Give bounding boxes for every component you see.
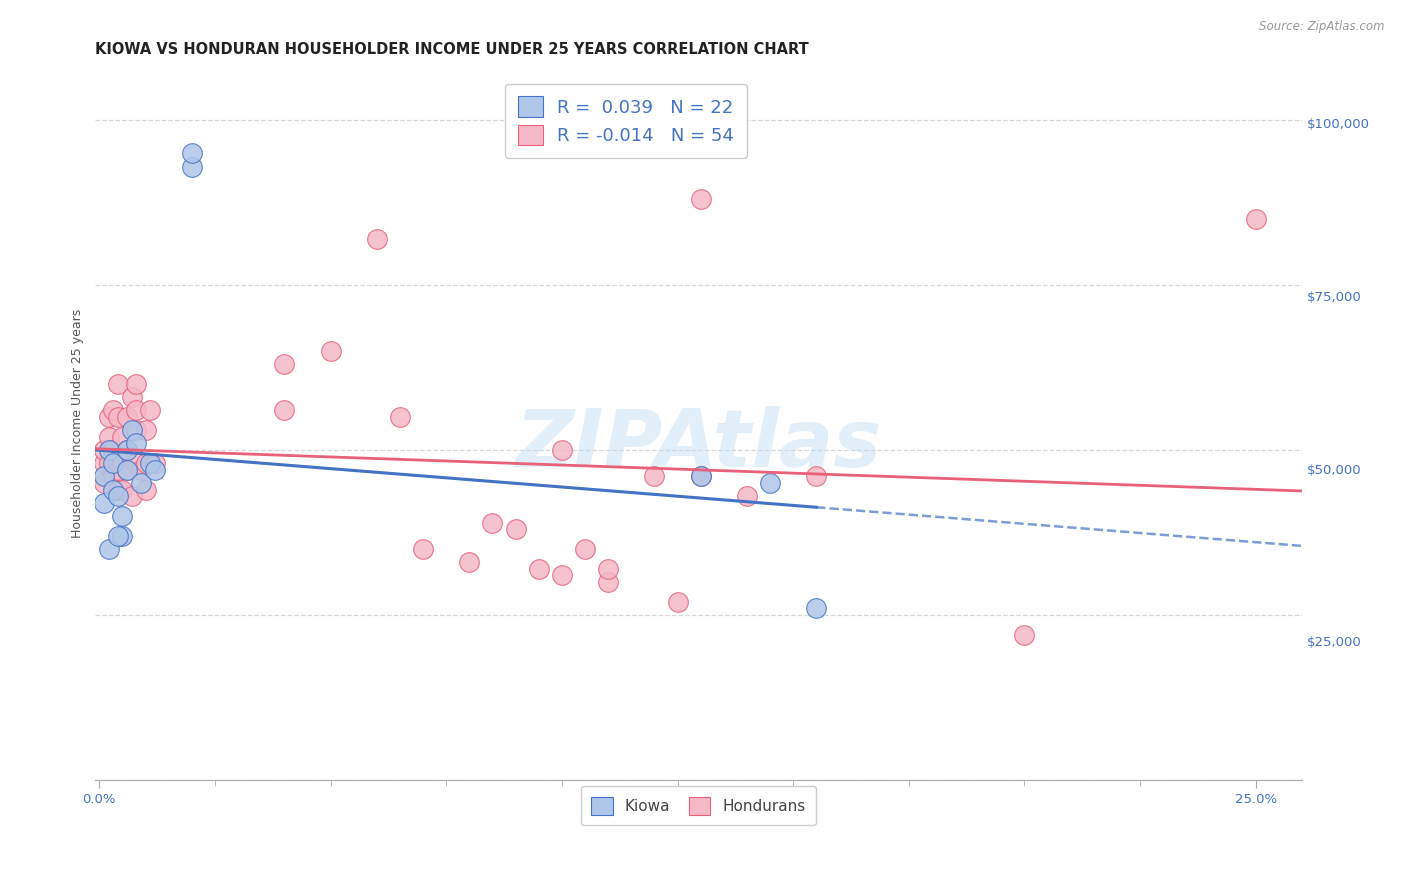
Point — [273, 403, 295, 417]
Point — [97, 442, 120, 457]
Point — [107, 410, 129, 425]
Point — [111, 508, 134, 523]
Point — [111, 483, 134, 497]
Point — [97, 456, 120, 470]
Point — [273, 357, 295, 371]
Point — [115, 442, 138, 457]
Point — [412, 541, 434, 556]
Point — [115, 442, 138, 457]
Y-axis label: Householder Income Under 25 years: Householder Income Under 25 years — [72, 309, 84, 538]
Point — [107, 529, 129, 543]
Point — [806, 469, 828, 483]
Point — [121, 390, 143, 404]
Point — [101, 403, 124, 417]
Point — [101, 469, 124, 483]
Point — [115, 463, 138, 477]
Point — [121, 489, 143, 503]
Point — [574, 541, 596, 556]
Point — [97, 541, 120, 556]
Point — [319, 344, 342, 359]
Point — [107, 483, 129, 497]
Point — [135, 456, 157, 470]
Point — [125, 403, 148, 417]
Point — [689, 193, 711, 207]
Point — [107, 377, 129, 392]
Point — [107, 489, 129, 503]
Point — [388, 410, 411, 425]
Point — [481, 516, 503, 530]
Point — [143, 456, 166, 470]
Point — [101, 456, 124, 470]
Point — [180, 146, 202, 161]
Point — [143, 463, 166, 477]
Point — [139, 403, 162, 417]
Point — [125, 423, 148, 437]
Point — [139, 456, 162, 470]
Point — [1244, 212, 1267, 227]
Point — [97, 410, 120, 425]
Point — [689, 469, 711, 483]
Point — [366, 232, 388, 246]
Point — [643, 469, 665, 483]
Point — [115, 463, 138, 477]
Point — [759, 475, 782, 490]
Point — [107, 463, 129, 477]
Point — [551, 442, 574, 457]
Legend: Kiowa, Hondurans: Kiowa, Hondurans — [581, 787, 817, 825]
Point — [93, 469, 115, 483]
Text: ZIPAtlas: ZIPAtlas — [515, 406, 882, 484]
Point — [125, 377, 148, 392]
Point — [806, 601, 828, 615]
Point — [125, 456, 148, 470]
Point — [129, 475, 152, 490]
Point — [598, 574, 620, 589]
Point — [93, 475, 115, 490]
Point — [689, 469, 711, 483]
Point — [527, 562, 550, 576]
Point — [115, 410, 138, 425]
Point — [135, 423, 157, 437]
Point — [135, 483, 157, 497]
Point — [101, 483, 124, 497]
Point — [111, 529, 134, 543]
Point — [97, 430, 120, 444]
Point — [111, 430, 134, 444]
Point — [1014, 627, 1036, 641]
Point — [598, 562, 620, 576]
Point — [505, 522, 527, 536]
Text: Source: ZipAtlas.com: Source: ZipAtlas.com — [1260, 20, 1385, 33]
Point — [93, 456, 115, 470]
Point — [101, 442, 124, 457]
Point — [551, 568, 574, 582]
Point — [458, 555, 481, 569]
Point — [735, 489, 758, 503]
Point — [666, 594, 689, 608]
Point — [111, 456, 134, 470]
Point — [121, 423, 143, 437]
Point — [93, 496, 115, 510]
Point — [125, 436, 148, 450]
Text: KIOWA VS HONDURAN HOUSEHOLDER INCOME UNDER 25 YEARS CORRELATION CHART: KIOWA VS HONDURAN HOUSEHOLDER INCOME UND… — [94, 42, 808, 57]
Point — [180, 160, 202, 174]
Point — [93, 442, 115, 457]
Point — [129, 463, 152, 477]
